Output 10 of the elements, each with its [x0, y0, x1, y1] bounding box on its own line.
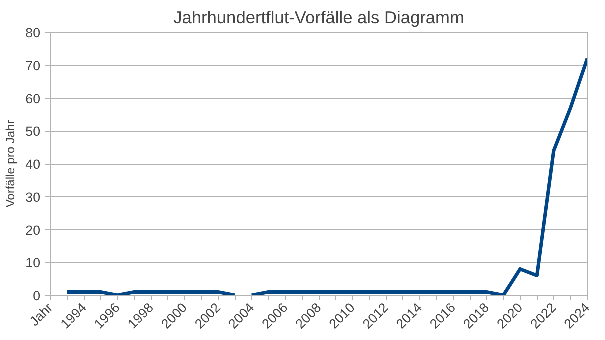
y-tick-label: 40 [26, 157, 41, 172]
y-tick-label: 50 [26, 124, 41, 140]
y-tick-label: 10 [26, 256, 41, 271]
chart-title: Jahrhundertflut-Vorfälle als Diagramm [174, 8, 464, 28]
y-axis-title: Vorfälle pro Jahr [4, 120, 18, 208]
y-tick-label: 80 [26, 26, 41, 40]
y-tick-label: 30 [26, 190, 41, 205]
y-tick-label: 70 [26, 58, 41, 74]
y-tick-label: 60 [26, 91, 41, 106]
y-tick-label: 20 [26, 222, 41, 238]
